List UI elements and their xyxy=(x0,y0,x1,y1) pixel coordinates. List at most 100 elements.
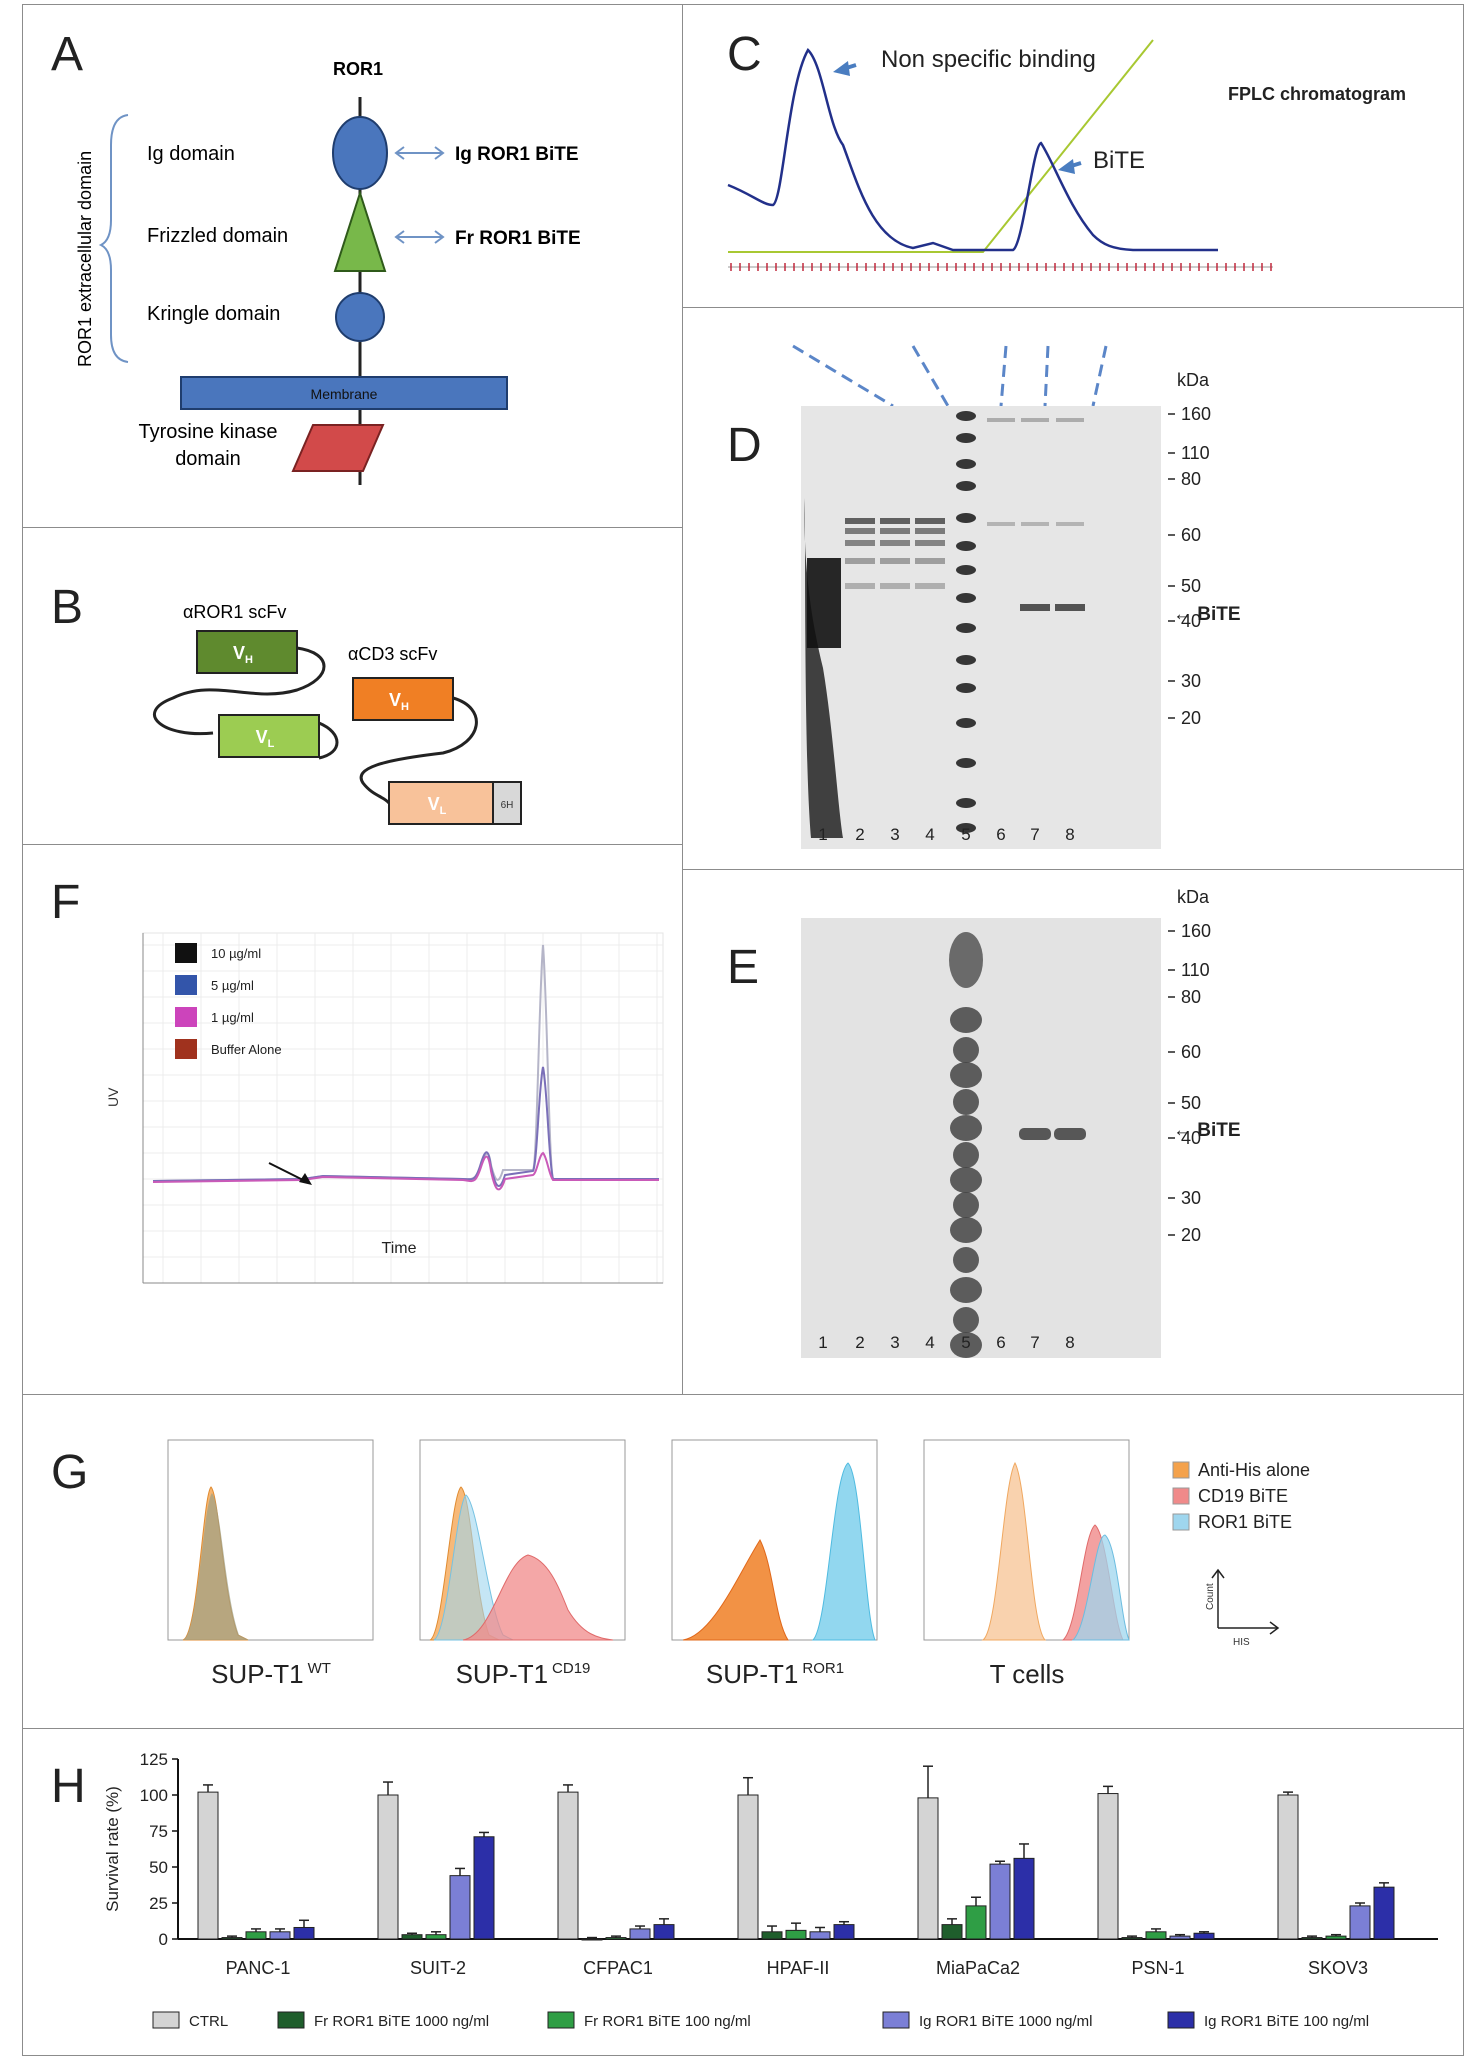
survival-bar xyxy=(1325,1935,1347,1940)
fr-arrow-head-right xyxy=(434,230,445,244)
histogram-cell-sup: ROR1 xyxy=(802,1660,844,1677)
histogram-legend-label: CD19 BiTE xyxy=(1198,1486,1288,1506)
tyrosine-kinase-label-2: domain xyxy=(175,448,241,470)
panel-e-letter: E xyxy=(727,941,760,994)
uv-trace-5ug xyxy=(152,1066,659,1188)
survival-bar xyxy=(965,1905,987,1940)
blot-e-ladder-band xyxy=(950,1277,982,1303)
gel-d-ladder-band xyxy=(956,411,976,421)
survival-bar xyxy=(1373,1886,1395,1940)
ror1-bite-peak xyxy=(811,1462,876,1641)
gel-d-kda: kDa xyxy=(1177,370,1210,390)
panel-e: E kDa 160 110 80 60 50 40 30 20 1 2 3 4 5 6 7 8 ← BiTE xyxy=(682,869,1464,1395)
survival-legend-label: Fr ROR1 BiTE 100 ng/ml xyxy=(584,2013,751,2030)
blot-e-marker-labels: 160 110 80 60 50 40 30 20 xyxy=(1168,921,1211,1245)
nonspecific-label: Non specific binding xyxy=(881,46,1096,73)
survival-bar xyxy=(473,1836,495,1940)
wt-overlay-peak xyxy=(183,1493,249,1640)
gel-d-marker-label: 50 xyxy=(1181,576,1201,596)
gel-d-ladder-band xyxy=(956,513,976,523)
gel-d-ladder-band xyxy=(956,565,976,575)
ror1-vh-text: VH xyxy=(233,643,253,666)
gel-d-band xyxy=(880,528,910,534)
blot-e-kda: kDa xyxy=(1177,887,1210,907)
ror1-vl-sub: L xyxy=(268,738,275,750)
panel-f: F UV Time 10 µg/ml 5 µg/ml 1 µg/ml Buffer A… xyxy=(22,844,683,1395)
tyrosine-kinase-shape xyxy=(291,424,385,472)
survival-legend-label: CTRL xyxy=(189,2013,228,2030)
ror1-vl-text: VL xyxy=(256,727,275,750)
gel-d-marker-label: 20 xyxy=(1181,708,1201,728)
blot-e-lane-label: 8 xyxy=(1065,1333,1074,1352)
panel-c-letter: C xyxy=(727,28,762,81)
gel-d-band xyxy=(915,558,945,564)
fplc-ticks xyxy=(730,263,1272,271)
gel-d-band xyxy=(845,518,875,524)
survival-legend-label: Ig ROR1 BiTE 100 ng/ml xyxy=(1204,2013,1369,2030)
his-tag-domain xyxy=(492,781,522,825)
ror1-vl-v: V xyxy=(256,727,268,747)
gel-d-lane-label: 1 xyxy=(818,825,827,844)
blot-e-lane-label: 7 xyxy=(1030,1333,1039,1352)
gel-d-faint-band xyxy=(1021,418,1049,422)
fr-arrow-head-left xyxy=(394,230,405,244)
ror1-title: ROR1 xyxy=(333,59,383,79)
histogram-cell-sup: CD19 xyxy=(552,1660,590,1677)
survival-bar xyxy=(737,1794,759,1940)
histogram-cell-label: SUP-T1 ROR1 xyxy=(706,1659,844,1689)
flow-cytometry-histograms: SUP-T1 WT SUP-T1 CD19 SUP-T1 ROR1 T cells Anti… xyxy=(167,1439,1310,1689)
panel-h: H 0 25 50 75 100 125 Survival rate (%) PANC-1 SU… xyxy=(22,1728,1464,2056)
survival-bar xyxy=(1097,1793,1119,1940)
his-tag-label: 6H xyxy=(501,800,514,811)
survival-category-label: SUIT-2 xyxy=(410,1958,466,1978)
ror1-linker xyxy=(153,646,326,736)
frizzled-domain-shape xyxy=(333,189,387,272)
panel-g-letter: G xyxy=(51,1446,89,1499)
survival-legend-swatch xyxy=(152,2011,180,2029)
bite-arrow-head xyxy=(1058,159,1075,174)
survival-y-tick-label: 0 xyxy=(159,1930,168,1949)
panel-d-letter: D xyxy=(727,419,762,472)
uv-legend-swatch xyxy=(175,1007,197,1027)
blot-e-marker-label: 20 xyxy=(1181,1225,1201,1245)
kringle-domain-shape xyxy=(335,292,385,342)
survival-legend-swatch xyxy=(277,2011,305,2029)
gel-d-marker-label: 160 xyxy=(1181,404,1211,424)
gel-d-ladder-band xyxy=(956,758,976,768)
survival-category-label: SKOV3 xyxy=(1308,1958,1368,1978)
panel-f-letter: F xyxy=(51,876,81,929)
count-axis-arrow xyxy=(1211,1568,1225,1579)
cd3-vh-v: V xyxy=(389,690,401,710)
panel-b: B αROR1 scFv αCD3 scFv VH VL VH VL 6H xyxy=(22,527,683,845)
fplc-bite-label: BiTE xyxy=(1093,147,1145,174)
survival-bar xyxy=(245,1931,267,1940)
blot-e-marker-label: 160 xyxy=(1181,921,1211,941)
gel-d-ladder-band xyxy=(956,683,976,693)
survival-bar xyxy=(581,1938,603,1941)
gel-d-lane-label: 7 xyxy=(1030,825,1039,844)
ig-arrow-head-left xyxy=(394,146,405,160)
histogram-legend-label: Anti-His alone xyxy=(1198,1460,1310,1480)
ror1-vh-sub: H xyxy=(245,654,253,666)
histogram-legend: Anti-His alone CD19 BiTE ROR1 BiTE xyxy=(1172,1460,1310,1532)
gel-d-marker-labels: 160 110 80 60 50 40 30 20 xyxy=(1168,404,1211,728)
histogram-cell-name: SUP-T1 xyxy=(456,1659,548,1689)
survival-category-label: PANC-1 xyxy=(226,1958,291,1978)
blot-e-lane-label: 5 xyxy=(961,1333,970,1352)
cd3-vh-sub: H xyxy=(401,701,409,713)
blot-e-marker-label: 60 xyxy=(1181,1042,1201,1062)
survival-bar xyxy=(1301,1937,1323,1940)
his-axis-arrow xyxy=(1269,1621,1280,1635)
survival-bar xyxy=(377,1794,399,1940)
gel-d-band xyxy=(915,518,945,524)
blot-e-ladder-band xyxy=(953,1307,979,1333)
blot-e-ladder-band xyxy=(953,1142,979,1168)
gel-d-faint-band xyxy=(987,522,1015,526)
histogram-cell-name: SUP-T1 xyxy=(211,1659,303,1689)
survival-bar xyxy=(629,1928,651,1940)
gel-d-bands xyxy=(804,411,1085,838)
gel-d-lane-labels: 1 2 3 4 5 6 7 8 xyxy=(818,825,1074,844)
ror1-scfv-label: αROR1 scFv xyxy=(183,602,286,622)
fplc-title: FPLC chromatogram xyxy=(1228,84,1406,104)
gel-d-marker-label: 60 xyxy=(1181,525,1201,545)
